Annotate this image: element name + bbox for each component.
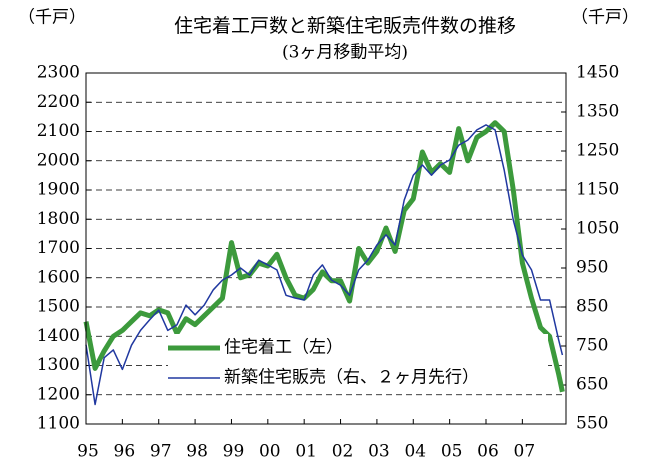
y2-tick-label: 1150	[576, 180, 619, 200]
legend-box	[168, 334, 548, 392]
chart-title: 住宅着工戸数と新築住宅販売件数の推移	[174, 15, 516, 37]
plot-frame	[85, 72, 567, 425]
legend-label: 新築住宅販売（右、２ヶ月先行）	[224, 368, 479, 388]
y2-tick-label: 1050	[576, 219, 619, 239]
y-tick-label: 1600	[37, 267, 80, 287]
x-tick-label: 97	[150, 442, 172, 462]
y2-tick-label: 950	[576, 258, 608, 278]
x-tick-label: 04	[404, 442, 426, 462]
y2-tick-label: 550	[576, 414, 608, 434]
y-tick-label: 1100	[37, 414, 80, 434]
y-tick-label: 2200	[37, 92, 80, 112]
x-tick-label: 99	[223, 442, 245, 462]
y-tick-label: 1500	[37, 297, 80, 317]
x-tick-label: 05	[441, 442, 463, 462]
x-tick-label: 96	[114, 442, 136, 462]
y-axis-label: （千戸）	[18, 8, 86, 28]
x-tick-label: 06	[477, 442, 499, 462]
x-tick-label: 02	[332, 442, 354, 462]
y-tick-label: 1200	[37, 384, 80, 404]
y-tick-label: 2100	[37, 121, 80, 141]
series-line	[85, 124, 564, 406]
x-tick-label: 03	[368, 442, 390, 462]
legend-label: 住宅着工（左）	[224, 338, 343, 358]
x-tick-label: 00	[259, 442, 281, 462]
y2-tick-label: 1250	[576, 141, 619, 161]
series-line	[83, 120, 565, 393]
y2-tick-label: 1350	[576, 102, 619, 122]
x-tick-label: 95	[77, 442, 99, 462]
y-tick-label: 1300	[37, 355, 80, 375]
x-tick-label: 98	[186, 442, 208, 462]
y-tick-label: 1400	[37, 326, 80, 346]
y-tick-label: 1800	[37, 209, 80, 229]
y2-tick-label: 1450	[576, 63, 619, 83]
y-tick-label: 2000	[37, 150, 80, 170]
chart-subtitle: (3ヶ月移動平均)	[282, 43, 408, 63]
y-tick-label: 1900	[37, 180, 80, 200]
y-tick-label: 1700	[37, 238, 80, 258]
y-tick-label: 2300	[37, 63, 80, 83]
x-tick-label: 01	[295, 442, 317, 462]
x-tick-label: 07	[514, 442, 536, 462]
y2-tick-label: 850	[576, 297, 608, 317]
y2-tick-label: 750	[576, 336, 608, 356]
y2-axis-label: （千戸）	[571, 8, 639, 28]
y2-tick-label: 650	[576, 375, 608, 395]
